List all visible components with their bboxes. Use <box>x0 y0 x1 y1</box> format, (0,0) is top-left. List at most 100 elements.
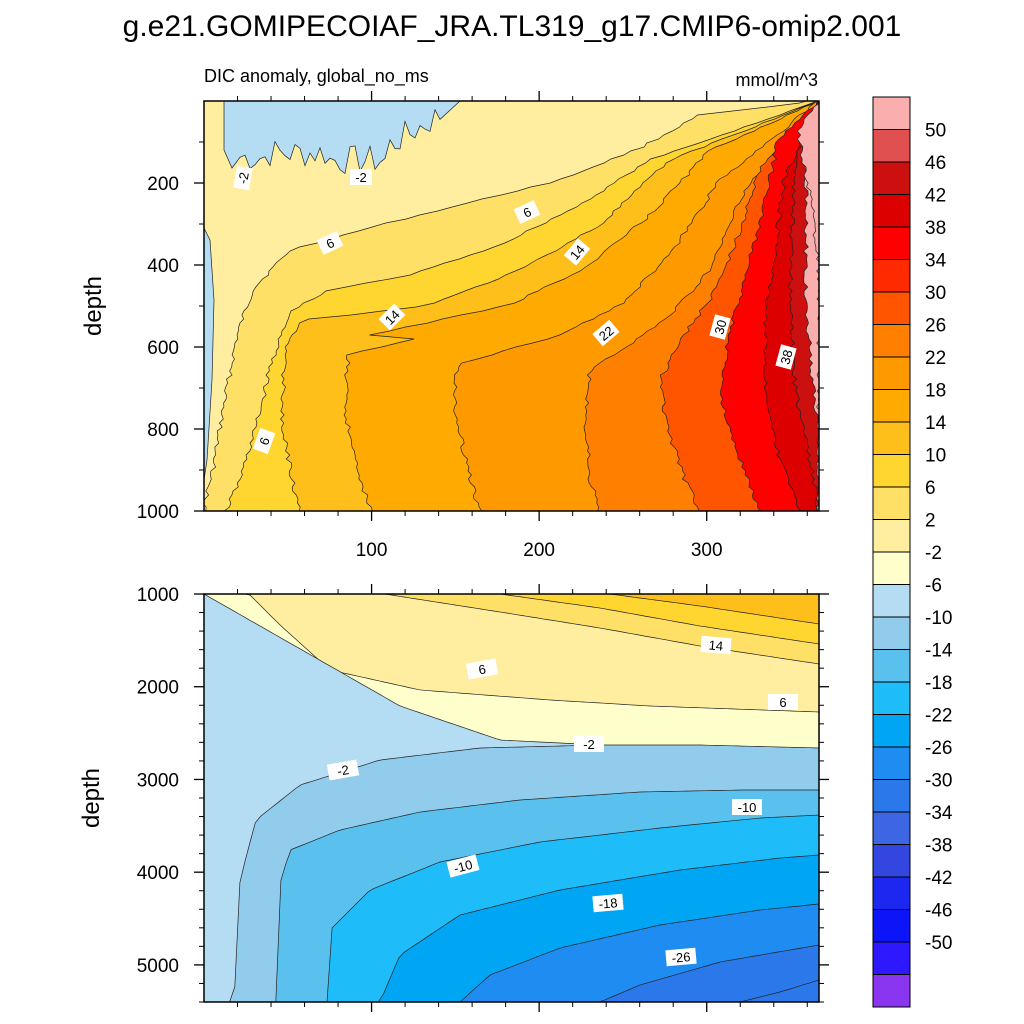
figure-title: g.e21.GOMIPECOIAF_JRA.TL319_g17.CMIP6-om… <box>123 10 902 43</box>
colorbar-label: 2 <box>925 511 936 532</box>
lower-y-tick-label: 1000 <box>137 585 179 606</box>
colorbar-label: -50 <box>925 933 952 954</box>
lower-contour-band <box>204 979 819 1002</box>
colorbar-swatch <box>872 291 911 325</box>
colorbar-swatch <box>872 876 911 910</box>
colorbar-swatch <box>872 811 911 845</box>
svg-text:6: 6 <box>779 695 786 710</box>
lower-y-tick-label: 5000 <box>137 956 179 977</box>
colorbar-swatch <box>872 779 911 813</box>
colorbar-label: -6 <box>925 576 942 597</box>
svg-text:38: 38 <box>777 348 795 366</box>
lower-contour-label: -2 <box>574 736 604 752</box>
colorbar-label: -26 <box>925 738 952 759</box>
colorbar-swatch <box>872 454 911 488</box>
colorbar-label: -30 <box>925 771 952 792</box>
colorbar-swatch <box>872 421 911 455</box>
lower-contour-label: -10 <box>732 799 762 815</box>
upper-contour-label: 14 <box>563 238 591 266</box>
upper-y-tick-label: 200 <box>147 174 179 195</box>
colorbar-label: 10 <box>925 446 946 467</box>
lower-contour-labels: 14 6 6 -2 -2 -10 -10 -18 -26 <box>326 635 798 967</box>
colorbar-swatch <box>872 974 911 1008</box>
upper-contour-label: 38 <box>775 344 797 370</box>
lower-contour-label: 6 <box>768 694 798 710</box>
lower-contour-fills <box>204 594 819 1002</box>
upper-contour-label: 6 <box>252 427 276 455</box>
svg-text:-2: -2 <box>583 737 595 752</box>
colorbar-swatch <box>872 519 911 553</box>
svg-text:30: 30 <box>711 318 729 336</box>
lower-contour-label: -10 <box>446 854 480 878</box>
upper-contour-label: -2 <box>233 165 253 191</box>
colorbar-label: -46 <box>925 901 952 922</box>
colorbar-label: 34 <box>925 251 947 272</box>
colorbar-swatch <box>872 356 911 390</box>
upper-y-tick-label: 600 <box>147 338 179 359</box>
upper-y-tick-label: 800 <box>147 420 179 441</box>
svg-text:6: 6 <box>256 435 273 447</box>
colorbar-swatch <box>872 194 911 228</box>
lower-contour-label: 6 <box>465 658 499 680</box>
upper-contour-fills <box>204 101 819 511</box>
colorbar-swatch <box>872 161 911 195</box>
colorbar-label: -34 <box>925 803 953 824</box>
colorbar-swatch <box>872 259 911 293</box>
colorbar-swatch <box>872 909 911 943</box>
colorbar-label: 38 <box>925 218 946 239</box>
svg-text:-10: -10 <box>738 800 757 815</box>
upper-contour-label: 22 <box>592 319 620 347</box>
colorbar-swatch <box>872 681 911 715</box>
colorbar-swatch <box>872 129 911 163</box>
upper-y-tick-label: 1000 <box>137 502 179 523</box>
colorbar-label: 50 <box>925 121 946 142</box>
colorbar-label: -22 <box>925 706 952 727</box>
colorbar-label: 22 <box>925 348 946 369</box>
svg-text:-26: -26 <box>671 949 691 966</box>
colorbar-swatch <box>872 844 911 878</box>
upper-y-axis-label: depth <box>80 276 107 336</box>
svg-text:-2: -2 <box>235 171 252 185</box>
upper-contour-band <box>796 103 819 511</box>
colorbar-swatch <box>872 551 911 585</box>
colorbar-label: 46 <box>925 153 946 174</box>
lower-y-tick-label: 4000 <box>137 863 179 884</box>
colorbar-swatch <box>872 616 911 650</box>
colorbar-label: -2 <box>925 543 942 564</box>
colorbar-swatch <box>872 584 911 618</box>
colorbar-label: -42 <box>925 868 952 889</box>
colorbar-swatch <box>872 714 911 748</box>
colorbar-swatch <box>872 96 911 130</box>
upper-surface-negative-patch <box>223 101 461 175</box>
colorbar-swatch <box>872 324 911 358</box>
upper-x-tick-label: 300 <box>691 540 723 561</box>
colorbar-label: -38 <box>925 836 952 857</box>
lower-panel: 14 6 6 -2 -2 -10 -10 -18 -26 1000 2000 3000 4000 500… <box>78 584 829 1012</box>
colorbar-label: 6 <box>925 478 936 499</box>
colorbar-label: -10 <box>925 608 952 629</box>
colorbar-swatch <box>872 649 911 683</box>
svg-text:6: 6 <box>477 661 487 677</box>
svg-text:-2: -2 <box>355 170 367 185</box>
upper-contour-label: 14 <box>378 303 406 331</box>
colorbar-label: -14 <box>925 641 953 662</box>
upper-contour-label: 30 <box>709 314 731 340</box>
lower-y-tick-label: 2000 <box>137 678 179 699</box>
colorbar-label: 26 <box>925 316 946 337</box>
lower-contour-label: -2 <box>326 759 360 781</box>
upper-y-tick-label: 400 <box>147 256 179 277</box>
colorbar-swatch <box>872 389 911 423</box>
upper-contour-labels: -2 -2 6 6 14 14 22 30 38 6 <box>233 165 797 455</box>
colorbar-label: 42 <box>925 186 946 207</box>
colorbar-label: 14 <box>925 413 947 434</box>
lower-contour-label: 14 <box>700 635 732 655</box>
svg-text:-2: -2 <box>336 762 350 779</box>
upper-contour-label: -2 <box>350 169 372 185</box>
upper-contour-label: 6 <box>513 200 541 224</box>
upper-contour-label: 6 <box>316 231 344 255</box>
lower-contour-label: -18 <box>592 893 624 913</box>
lower-y-axis-label: depth <box>78 768 105 828</box>
lower-y-tick-label: 3000 <box>137 770 179 791</box>
